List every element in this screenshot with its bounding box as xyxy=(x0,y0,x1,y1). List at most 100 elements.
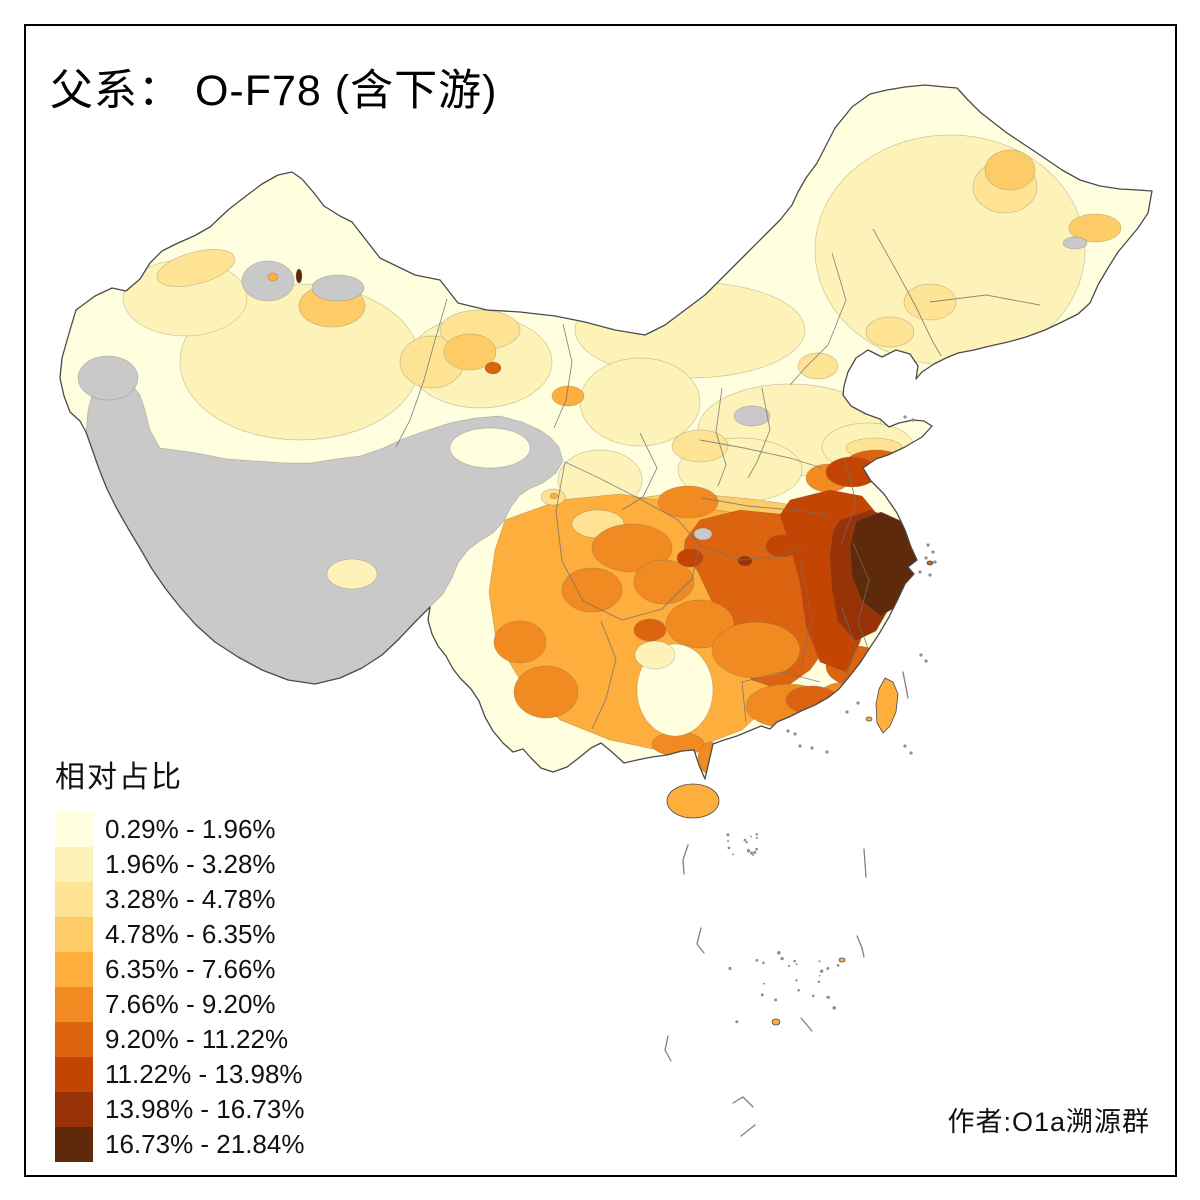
province-borders xyxy=(395,228,1041,730)
map-region-south-yunnan xyxy=(513,665,579,719)
map-region-east-guangdong xyxy=(785,685,839,715)
map-region-jiamusi xyxy=(1068,213,1122,243)
legend-row: 4.78% - 6.35% xyxy=(55,917,304,952)
legend-row: 16.73% - 21.84% xyxy=(55,1127,304,1162)
small-island-dot xyxy=(727,846,731,850)
map-region-xuzhou-dark xyxy=(825,456,879,488)
map-region-northeast-nodata xyxy=(1062,236,1088,250)
legend-row: 13.98% - 16.73% xyxy=(55,1092,304,1127)
map-region-haixi-pale xyxy=(449,427,531,469)
legend-row: 7.66% - 9.20% xyxy=(55,987,304,1022)
map-region-chongqing xyxy=(633,559,695,605)
legend-row: 1.96% - 3.28% xyxy=(55,847,304,882)
map-region-xining-dot xyxy=(549,492,559,500)
nine-dash-line-segment xyxy=(902,671,909,699)
map-region-enshi-dark xyxy=(676,548,704,568)
small-island-dot xyxy=(832,1006,837,1010)
map-region-ili-tacheng xyxy=(156,249,236,287)
legend-rows: 0.29% - 1.96% 1.96% - 3.28% 3.28% - 4.78% 4… xyxy=(55,812,304,1162)
small-island-dot xyxy=(780,957,784,961)
legend-title: 相对占比 xyxy=(55,761,183,794)
province-border-line xyxy=(747,387,771,479)
legend-label: 4.78% - 6.35% xyxy=(105,919,276,949)
figure-frame xyxy=(24,24,1177,1177)
province-border-line xyxy=(591,620,617,730)
small-island-dot xyxy=(787,964,791,968)
legend-label: 0.29% - 1.96% xyxy=(105,814,276,844)
small-island-dot xyxy=(746,849,751,853)
small-island-dot xyxy=(750,835,753,838)
province-border-line xyxy=(698,544,807,561)
province-border-line xyxy=(841,607,857,689)
province-border-line xyxy=(852,542,870,649)
nine-dash-line-segment xyxy=(740,1124,756,1137)
small-island-dot xyxy=(795,979,798,982)
map-region-penghu xyxy=(865,716,873,722)
small-island-dot xyxy=(755,836,758,840)
small-island-dot xyxy=(760,993,764,997)
small-island-dot xyxy=(817,980,821,984)
small-island-dot xyxy=(763,982,766,985)
small-island-dot xyxy=(818,974,821,977)
map-region-hanzhong-ankang xyxy=(657,485,719,519)
nine-dash-line-segment xyxy=(732,1096,754,1108)
province-border-line xyxy=(699,439,823,469)
small-island-dot xyxy=(931,550,935,554)
legend-swatch xyxy=(55,952,93,987)
small-island-dot xyxy=(786,729,790,733)
small-island-dot xyxy=(762,961,765,965)
map-region-east-guizhou xyxy=(665,599,735,649)
map-region-jianghan-dot xyxy=(737,555,753,567)
province-border-line xyxy=(701,497,829,516)
map-region-dzungaria-east-nodata xyxy=(311,274,365,302)
small-island-dot xyxy=(728,966,732,971)
map-region-dzungaria-west-nodata xyxy=(241,260,295,302)
nine-dash-line-segment xyxy=(800,1017,813,1032)
map-region-urumqi-dark-sliver xyxy=(295,268,303,284)
legend-label: 13.98% - 16.73% xyxy=(105,1094,305,1124)
small-island-dot xyxy=(752,854,755,856)
map-title: 父系： O-F78 (含下游) xyxy=(50,67,498,115)
map-region-lhasa-patch xyxy=(326,558,378,590)
map-region-zhoushan-red-islet xyxy=(926,560,934,566)
legend-label: 1.96% - 3.28% xyxy=(105,849,276,879)
legend-row: 9.20% - 11.22% xyxy=(55,1022,304,1057)
map-region-inner-mongolia-central xyxy=(574,281,806,379)
legend-row: 11.22% - 13.98% xyxy=(55,1057,304,1092)
province-border-line xyxy=(799,561,813,669)
legend-swatch xyxy=(55,882,93,917)
legend-label: 9.20% - 11.22% xyxy=(105,1024,289,1054)
legend-row: 3.28% - 4.78% xyxy=(55,882,304,917)
small-island-dot xyxy=(825,750,829,754)
small-island-dot xyxy=(726,833,730,837)
province-border-line xyxy=(555,461,700,621)
province-border-line xyxy=(840,457,857,546)
small-island-dot xyxy=(819,969,824,973)
map-region-taiwan xyxy=(875,677,899,734)
small-island-dot xyxy=(810,746,814,750)
small-island-dot xyxy=(727,840,730,843)
legend-label: 3.28% - 4.78% xyxy=(105,884,276,914)
small-island-dot xyxy=(732,853,735,856)
province-border-line xyxy=(553,323,573,429)
nine-dash-line-segment xyxy=(863,848,867,878)
small-island-dot xyxy=(856,701,860,705)
map-region-guizhou-pale xyxy=(634,640,676,670)
small-island-dot xyxy=(903,744,907,748)
small-island-dot xyxy=(826,967,830,970)
legend-swatch xyxy=(55,1022,93,1057)
small-island-dot xyxy=(918,570,922,574)
small-island-dot xyxy=(811,994,815,998)
small-island-dot xyxy=(755,847,758,851)
small-island-dot xyxy=(735,1020,739,1024)
province-border-line xyxy=(741,681,747,723)
attribution-text: 作者:O1a溯源群 xyxy=(947,1107,1150,1137)
province-border-line xyxy=(741,671,821,683)
legend-label: 11.22% - 13.98% xyxy=(105,1059,303,1089)
legend-swatch xyxy=(55,1057,93,1092)
small-island-dot xyxy=(755,833,759,836)
islands-group xyxy=(666,560,934,1026)
map-region-zhangye xyxy=(443,333,497,371)
map-region-lanzhou-dot xyxy=(484,361,502,375)
